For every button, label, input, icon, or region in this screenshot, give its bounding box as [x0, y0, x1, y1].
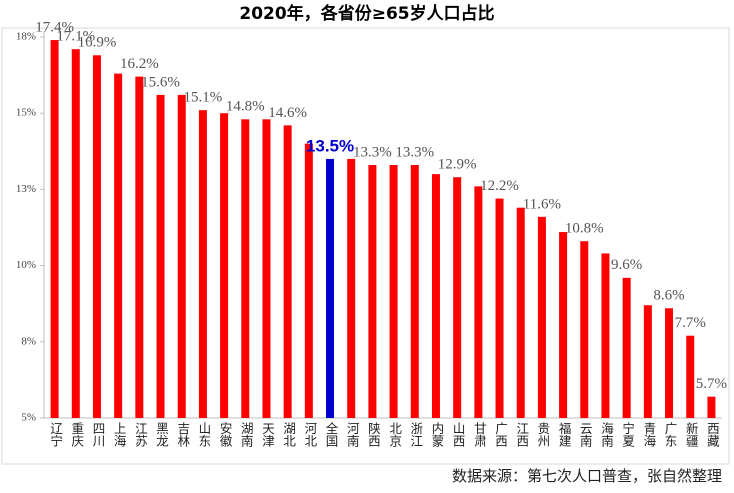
value-label: 14.8%	[226, 99, 265, 115]
plot-frame	[1, 27, 730, 465]
x-tick-label: 吉林	[175, 422, 190, 447]
x-tick-label: 湖南	[239, 421, 254, 447]
bar	[622, 277, 631, 418]
x-tick-label: 四川	[90, 422, 105, 447]
x-tick-label: 江苏	[133, 422, 148, 447]
value-label: 14.6%	[268, 105, 307, 121]
value-label: 12.2%	[480, 178, 519, 194]
bar	[516, 207, 525, 418]
bar	[580, 241, 589, 418]
value-label: 17.4%	[35, 19, 74, 35]
x-tick-label: 西藏	[705, 422, 720, 448]
x-tick-label: 浙江	[408, 421, 423, 447]
value-label: 15.1%	[184, 90, 223, 106]
x-tick-label: 山东	[196, 422, 211, 447]
x-tick-label: 江西	[514, 422, 529, 447]
bar	[177, 94, 186, 419]
x-tick-label: 宁夏	[620, 421, 635, 447]
bar	[92, 55, 101, 419]
bar	[389, 165, 398, 418]
value-label: 7.7%	[675, 315, 706, 331]
x-tick-label: 山西	[451, 422, 466, 447]
x-tick-label: 安徽	[218, 421, 233, 447]
chart-title: 2020年，各省份≥65岁人口占比	[239, 3, 494, 24]
bar	[50, 40, 59, 418]
x-tick-label: 广东	[663, 422, 678, 447]
value-label: 10.8%	[565, 221, 604, 237]
bar	[368, 165, 377, 418]
x-tick-label: 上海	[112, 422, 127, 447]
bar	[71, 49, 80, 418]
bar	[601, 253, 610, 418]
bar	[665, 308, 674, 418]
value-label: 13.3%	[353, 144, 392, 160]
bar	[474, 186, 483, 418]
value-label: 5.7%	[696, 376, 727, 392]
bar	[198, 110, 207, 418]
bar	[431, 174, 440, 418]
x-tick-label: 广西	[493, 422, 508, 447]
value-label: 13.5%	[306, 136, 354, 155]
x-tick-label: 河北	[302, 422, 317, 448]
bar	[135, 76, 144, 419]
value-label: 16.9%	[78, 35, 117, 51]
y-tick-label: 10%	[16, 259, 36, 271]
x-tick-label: 全国	[324, 421, 339, 447]
bar	[537, 216, 546, 418]
x-tick-label: 甘肃	[472, 422, 487, 448]
x-tick-label: 北京	[387, 422, 402, 448]
bar	[347, 158, 356, 419]
bar	[453, 177, 462, 418]
source-note: 数据来源：第七次人口普查，张自然整理	[452, 467, 722, 485]
bar	[241, 119, 250, 419]
x-tick-label: 辽宁	[48, 422, 63, 447]
x-tick-label: 陕西	[366, 421, 381, 447]
x-tick-label: 重庆	[69, 421, 84, 447]
y-tick-label: 15%	[16, 107, 36, 119]
bar	[643, 305, 652, 418]
x-tick-label: 天津	[260, 422, 275, 447]
bar	[283, 125, 292, 418]
bar	[707, 396, 716, 418]
value-label: 8.6%	[653, 288, 684, 304]
x-tick-label: 河南	[345, 422, 360, 447]
bar	[304, 143, 313, 418]
x-tick-label: 黑龙	[154, 422, 169, 447]
bar	[220, 113, 229, 418]
x-tick-label: 湖北	[281, 421, 296, 448]
value-label: 12.9%	[438, 157, 477, 173]
bar	[686, 335, 695, 418]
bar	[326, 158, 335, 419]
bar	[559, 232, 568, 418]
y-tick-label: 5%	[21, 412, 36, 424]
bar	[262, 119, 271, 419]
value-label: 16.2%	[120, 56, 159, 72]
x-tick-label: 贵州	[535, 422, 550, 447]
value-label: 11.6%	[523, 196, 561, 212]
value-label: 15.6%	[141, 74, 180, 90]
y-tick-label: 13%	[16, 183, 36, 195]
y-tick-label: 8%	[21, 335, 36, 347]
value-label: 17.1%	[56, 29, 95, 45]
x-tick-label: 海南	[599, 421, 614, 447]
x-tick-label: 福建	[557, 421, 572, 448]
x-tick-label: 云南	[578, 422, 593, 447]
y-tick-label: 18%	[16, 31, 36, 43]
value-label: 13.3%	[395, 144, 434, 160]
bar	[156, 94, 165, 419]
x-tick-label: 内蒙	[429, 422, 444, 447]
x-tick-label: 新疆	[684, 421, 699, 447]
x-tick-label: 青海	[641, 422, 656, 447]
bar	[410, 165, 419, 418]
bar	[114, 73, 123, 419]
value-label: 9.6%	[611, 257, 642, 273]
bar	[495, 198, 504, 418]
